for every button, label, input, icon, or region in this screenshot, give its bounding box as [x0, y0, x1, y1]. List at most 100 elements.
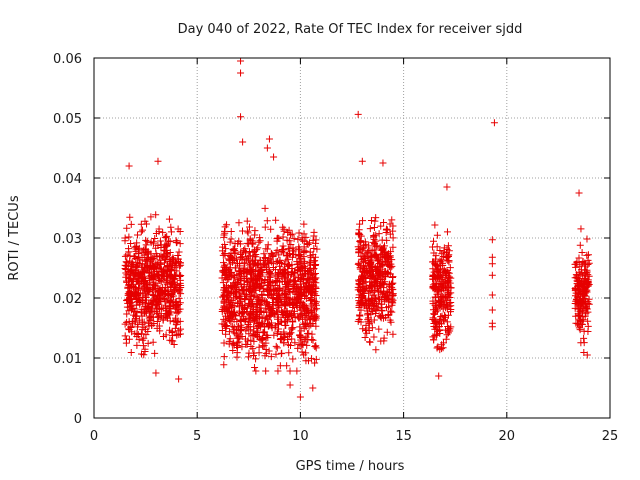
data-point [306, 297, 314, 305]
y-tick-label: 0 [74, 412, 82, 427]
data-point [285, 237, 293, 245]
data-point [584, 328, 592, 336]
data-point [305, 329, 313, 337]
data-point [276, 335, 284, 343]
data-point [488, 323, 496, 331]
data-point [156, 327, 164, 335]
data-point [276, 362, 284, 370]
data-point [303, 267, 311, 275]
data-point [437, 258, 445, 266]
data-point [583, 351, 591, 359]
data-point [130, 253, 138, 261]
data-point [125, 162, 133, 170]
data-point [304, 241, 312, 249]
data-point [280, 339, 288, 347]
data-point [354, 260, 362, 268]
data-point [309, 236, 317, 244]
data-point [229, 326, 237, 334]
data-point [163, 232, 171, 240]
data-point [578, 248, 586, 256]
data-point [123, 318, 131, 326]
data-point [171, 314, 179, 322]
data-point [142, 296, 150, 304]
data-point [243, 340, 251, 348]
data-point [583, 268, 591, 276]
data-point [296, 297, 304, 305]
y-tick-label: 0.01 [53, 352, 82, 367]
data-point [141, 348, 149, 356]
data-point [241, 259, 249, 267]
data-point [488, 253, 496, 261]
data-point [286, 250, 294, 258]
data-point [367, 216, 375, 224]
data-point [137, 350, 145, 358]
data-point [237, 317, 245, 325]
data-point [237, 57, 245, 65]
data-point [258, 291, 266, 299]
data-point [312, 298, 320, 306]
data-point [276, 259, 284, 267]
data-point [582, 268, 590, 276]
data-point [131, 243, 139, 251]
data-point [142, 309, 150, 317]
data-point [236, 326, 244, 334]
data-point [147, 213, 155, 221]
data-point [246, 292, 254, 300]
data-point [133, 341, 141, 349]
data-point [245, 282, 253, 290]
data-point [221, 223, 229, 231]
data-point [370, 235, 378, 243]
data-point [284, 332, 292, 340]
data-point [435, 319, 443, 327]
data-point [435, 298, 443, 306]
data-point [580, 292, 588, 300]
data-point [576, 326, 584, 334]
data-point [574, 274, 582, 282]
data-point [310, 244, 318, 252]
data-point [299, 263, 307, 271]
data-point [236, 267, 244, 275]
data-point [380, 284, 388, 292]
data-point [132, 295, 140, 303]
data-point [312, 260, 320, 268]
axis-ticks [93, 57, 611, 419]
data-point [580, 334, 588, 342]
data-point [581, 262, 589, 270]
data-point [268, 293, 276, 301]
data-point [378, 279, 386, 287]
data-point [237, 250, 245, 258]
data-point [173, 238, 181, 246]
data-point [174, 258, 182, 266]
data-point [246, 235, 254, 243]
data-point [127, 348, 135, 356]
data-point [301, 319, 309, 327]
data-point [219, 259, 227, 267]
data-point [438, 341, 446, 349]
data-point [165, 237, 173, 245]
data-point [157, 265, 165, 273]
data-point [154, 157, 162, 165]
data-point [383, 294, 391, 302]
data-point [387, 307, 395, 315]
data-point [302, 279, 310, 287]
data-point [433, 261, 441, 269]
data-point [250, 349, 258, 357]
data-point [125, 326, 133, 334]
data-point [142, 293, 150, 301]
data-point [369, 271, 377, 279]
data-point [163, 241, 171, 249]
data-point [300, 220, 308, 228]
data-point [265, 135, 273, 143]
data-point [248, 265, 256, 273]
data-point [269, 252, 277, 260]
data-point [378, 236, 386, 244]
data-point [287, 276, 295, 284]
data-point [225, 328, 233, 336]
data-point [228, 283, 236, 291]
data-point [368, 272, 376, 280]
data-point [488, 271, 496, 279]
data-point [272, 258, 280, 266]
data-point [168, 328, 176, 336]
data-point [384, 269, 392, 277]
data-point [134, 331, 142, 339]
